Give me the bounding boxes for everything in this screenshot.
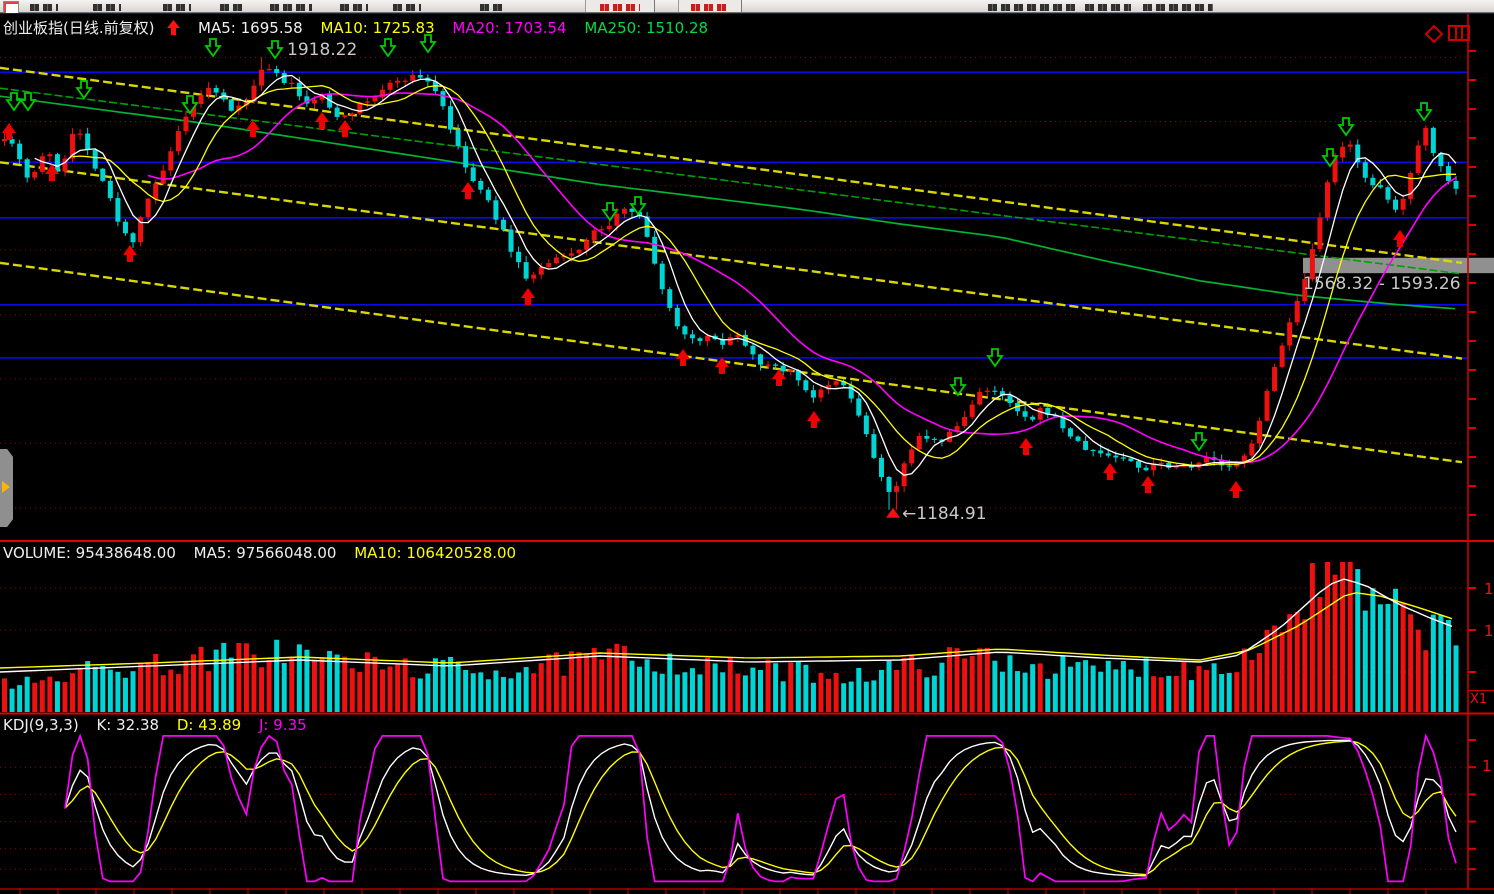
kdj-header: KDJ(9,3,3) K: 32.38 D: 43.89 J: 9.35	[3, 717, 307, 734]
menu-fragment[interactable]	[270, 4, 312, 11]
menu-fragment[interactable]	[340, 4, 368, 11]
vol-ma10-readout: MA10: 106420528.00	[354, 544, 516, 562]
ma20-readout: MA20: 1703.54	[452, 19, 566, 37]
expand-arrow-icon	[2, 481, 10, 493]
left-arrow-glyph: ←	[902, 503, 917, 524]
toolbar-button[interactable]	[678, 0, 742, 12]
volume-header: VOLUME: 95438648.00 MA5: 97566048.00 MA1…	[3, 545, 516, 562]
button-label-fragment	[691, 4, 729, 11]
volume-label: VOLUME:	[3, 544, 71, 562]
volume-unit-multiplier: X1	[1470, 692, 1488, 707]
menu-fragment[interactable]	[1085, 4, 1131, 11]
volume-axis-label: 1	[1484, 622, 1494, 640]
ma10-label: MA10:	[320, 19, 368, 37]
kdj-axis-label: 1	[1482, 757, 1492, 775]
volume-value: 95438648.00	[75, 544, 176, 562]
ma250-value: 1510.28	[646, 19, 709, 37]
button-label-fragment	[600, 4, 640, 11]
kdj-k-readout: K: 32.38	[96, 716, 159, 734]
diamond-icon[interactable]	[1424, 24, 1444, 44]
j-value: 9.35	[273, 716, 307, 734]
ma20-label: MA20:	[452, 19, 500, 37]
top-toolbar[interactable]	[0, 0, 1494, 14]
low-price-value: 1184.91	[916, 503, 987, 524]
d-value: 43.89	[198, 716, 242, 734]
menu-fragment[interactable]	[93, 4, 121, 11]
ma10-value: 1725.83	[372, 19, 435, 37]
main-chart-header: 创业板指(日线.前复权) MA5: 1695.58 MA10: 1725.83 …	[3, 20, 708, 37]
toolbar-button[interactable]	[585, 0, 655, 12]
menu-fragment[interactable]	[988, 4, 1076, 11]
vol-ma10-label: MA10:	[354, 544, 402, 562]
kdj-d-readout: D: 43.89	[177, 716, 241, 734]
k-value: 32.38	[116, 716, 160, 734]
ma250-label: MA250:	[584, 19, 642, 37]
vol-ma5-value: 97566048.00	[236, 544, 337, 562]
j-label: J:	[259, 716, 269, 734]
ma10-readout: MA10: 1725.83	[320, 19, 434, 37]
up-arrow-icon	[167, 20, 181, 35]
menu-fragment[interactable]	[30, 4, 58, 11]
price-range-annotation: 1568.32 - 1593.26	[1303, 274, 1461, 294]
menu-fragment[interactable]	[1143, 4, 1213, 11]
ma5-label: MA5:	[198, 19, 236, 37]
high-price-annotation: 1918.22	[287, 40, 357, 60]
menu-fragment[interactable]	[480, 4, 502, 11]
ma250-readout: MA250: 1510.28	[584, 19, 708, 37]
instrument-title: 创业板指(日线.前复权)	[3, 19, 155, 37]
menu-fragment[interactable]	[220, 4, 244, 11]
volume-axis-label: 1	[1484, 580, 1494, 598]
ma5-value: 1695.58	[240, 19, 303, 37]
vol-ma5-readout: MA5: 97566048.00	[194, 544, 337, 562]
volume-readout: VOLUME: 95438648.00	[3, 544, 176, 562]
k-label: K:	[96, 716, 112, 734]
low-price-annotation: ←1184.91	[902, 504, 987, 524]
kdj-label: KDJ(9,3,3)	[3, 716, 79, 734]
vol-ma5-label: MA5:	[193, 544, 232, 562]
menu-fragment[interactable]	[393, 4, 421, 11]
ma20-value: 1703.54	[504, 19, 567, 37]
vol-ma10-value: 106420528.00	[406, 544, 517, 562]
high-price-value: 1918.22	[287, 40, 358, 61]
kdj-j-readout: J: 9.35	[259, 716, 307, 734]
price-range-value: 1568.32 - 1593.26	[1303, 274, 1461, 295]
d-label: D:	[176, 716, 194, 734]
sidebar-expand-tab[interactable]	[0, 449, 13, 527]
ma5-readout: MA5: 1695.58	[198, 19, 303, 37]
split-window-icon[interactable]	[1447, 24, 1473, 44]
menu-fragment[interactable]	[163, 4, 191, 11]
